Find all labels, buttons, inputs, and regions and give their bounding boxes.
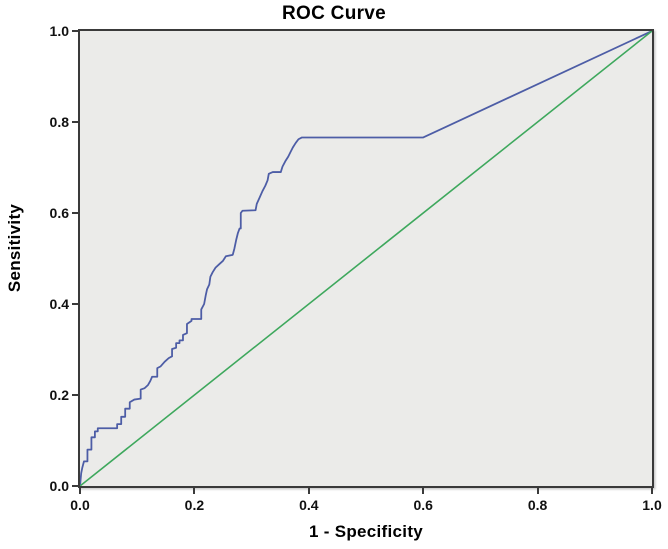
plot-area: 0.0 0.2 0.4 0.6 0.8 1.0 0.0 0.2 0.4 0.6 0.8 1.0 [50, 23, 662, 513]
x-tick-label: 0.2 [184, 497, 205, 513]
y-tick-label: 0.6 [49, 205, 69, 221]
y-tick-mark [72, 30, 78, 32]
x-axis-label: 1 - Specificity [308, 522, 424, 541]
chart-title: ROC Curve [281, 3, 387, 24]
x-tick-label: 1.0 [642, 497, 662, 513]
x-tick-mark [193, 488, 196, 494]
reference-diagonal-line [80, 31, 652, 486]
y-tick-label: 0.2 [49, 387, 69, 403]
x-tick-label: 0.4 [299, 497, 319, 513]
y-tick-mark [72, 212, 78, 214]
x-tick-mark [307, 488, 310, 494]
y-tick-mark [72, 394, 78, 396]
y-tick-label: 1.0 [49, 23, 69, 39]
y-tick-mark [72, 121, 78, 123]
x-tick-mark [422, 488, 425, 494]
x-tick-mark [79, 488, 81, 494]
y-tick-mark [72, 485, 78, 487]
x-tick-label: 0.0 [70, 497, 90, 513]
x-tick-label: 0.8 [527, 497, 548, 513]
x-tick-label: 0.6 [413, 497, 433, 513]
y-tick-mark [72, 303, 78, 305]
y-tick-label: 0.0 [49, 478, 69, 494]
x-tick-mark [536, 488, 539, 494]
y-axis-label: Sensitivity [5, 203, 24, 293]
x-tick-mark [651, 488, 653, 494]
roc-curve-line [80, 31, 652, 486]
y-tick-label: 0.4 [49, 296, 69, 312]
roc-svg [80, 31, 652, 486]
y-tick-label: 0.8 [49, 114, 69, 130]
